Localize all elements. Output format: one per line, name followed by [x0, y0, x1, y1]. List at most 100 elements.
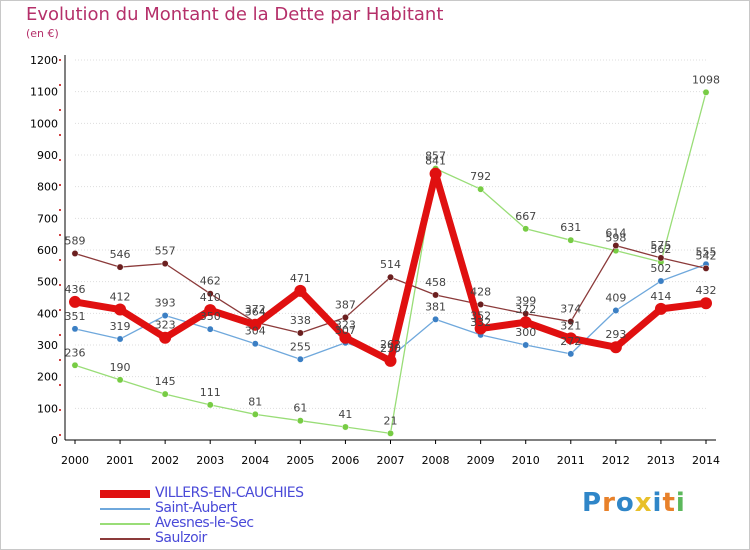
- axis-dot: [59, 234, 61, 236]
- legend-swatch: [100, 523, 150, 525]
- y-tick-label: 700: [37, 212, 58, 225]
- data-label: 323: [155, 319, 176, 332]
- data-label: 262: [380, 338, 401, 351]
- data-point: [477, 185, 485, 193]
- data-label: 857: [425, 150, 446, 163]
- data-point: [249, 318, 262, 331]
- data-point: [296, 329, 304, 337]
- data-label: 589: [65, 234, 86, 247]
- data-label: 381: [425, 300, 446, 313]
- data-label: 393: [155, 297, 176, 310]
- x-tick-label: 2006: [331, 454, 359, 467]
- axis-dot: [59, 359, 61, 361]
- legend-label: Saulzoir: [155, 530, 207, 546]
- legend-swatch: [100, 490, 150, 498]
- y-tick-label: 1000: [30, 117, 58, 130]
- x-tick-label: 2007: [377, 454, 405, 467]
- data-label: 304: [245, 325, 266, 338]
- data-point: [567, 236, 575, 244]
- data-point: [161, 390, 169, 398]
- data-point: [339, 331, 352, 344]
- data-label: 414: [650, 290, 671, 303]
- data-point: [161, 260, 169, 268]
- y-tick-label: 400: [37, 307, 58, 320]
- data-label: 351: [65, 310, 86, 323]
- data-label: 458: [425, 276, 446, 289]
- data-point: [657, 277, 665, 285]
- data-label: 364: [245, 306, 266, 319]
- data-point: [700, 297, 712, 310]
- y-tick-label: 300: [37, 339, 58, 352]
- data-point: [657, 254, 665, 262]
- data-label: 236: [65, 346, 86, 359]
- data-label: 428: [470, 285, 491, 298]
- data-point: [387, 429, 394, 437]
- logo-letter: r: [602, 488, 616, 518]
- logo-letter: i: [675, 488, 686, 518]
- data-point: [206, 290, 214, 298]
- axis-dot: [59, 434, 61, 436]
- data-point: [204, 304, 217, 317]
- data-point: [432, 291, 440, 299]
- x-tick-label: 2010: [512, 454, 540, 467]
- logo-letter: x: [634, 488, 653, 518]
- data-label: 81: [248, 395, 262, 408]
- data-label: 514: [380, 258, 401, 271]
- logo-letter: i: [652, 488, 663, 518]
- data-label: 255: [290, 340, 311, 353]
- data-label: 300: [515, 326, 536, 339]
- proxiti-logo: Proxiti: [582, 488, 686, 518]
- data-point: [567, 318, 575, 326]
- data-point: [612, 307, 620, 314]
- y-tick-label: 1100: [30, 86, 58, 99]
- logo-letter: P: [582, 488, 603, 518]
- data-point: [161, 312, 169, 319]
- data-label: 471: [290, 272, 311, 285]
- data-point: [251, 410, 259, 418]
- data-point: [567, 350, 575, 358]
- y-tick-label: 500: [37, 276, 58, 289]
- axis-dot: [59, 59, 61, 61]
- data-point: [206, 325, 214, 333]
- data-label: 614: [605, 227, 626, 240]
- data-label: 557: [155, 245, 176, 258]
- legend-label: Saint-Aubert: [155, 500, 237, 516]
- data-point: [341, 423, 349, 431]
- data-point: [69, 295, 81, 308]
- data-label: 319: [110, 320, 131, 333]
- data-point: [296, 355, 304, 363]
- axis-dot: [59, 109, 61, 111]
- data-label: 41: [338, 408, 352, 421]
- data-label: 1098: [692, 73, 720, 86]
- data-point: [702, 88, 710, 96]
- data-point: [429, 167, 442, 180]
- data-label: 598: [605, 232, 626, 245]
- axis-dot: [59, 409, 61, 411]
- data-label: 374: [560, 303, 581, 316]
- data-point: [612, 242, 620, 250]
- x-tick-label: 2000: [61, 454, 89, 467]
- data-label: 562: [650, 243, 671, 256]
- data-label: 272: [560, 335, 581, 348]
- data-point: [522, 225, 530, 233]
- data-point: [294, 284, 307, 297]
- data-label: 409: [605, 291, 626, 304]
- data-point: [432, 315, 440, 323]
- data-label: 61: [293, 402, 307, 415]
- data-point: [609, 341, 622, 354]
- data-label: 542: [696, 249, 717, 262]
- data-label: 841: [425, 155, 446, 168]
- axis-dot: [59, 184, 61, 186]
- data-label: 399: [515, 295, 536, 308]
- x-tick-label: 2012: [602, 454, 630, 467]
- legend-swatch: [100, 538, 150, 540]
- data-point: [114, 303, 127, 316]
- data-label: 111: [200, 386, 221, 399]
- x-tick-label: 2001: [106, 454, 134, 467]
- legend-label: Avesnes-le-Sec: [155, 515, 254, 531]
- x-tick-label: 2014: [692, 454, 720, 467]
- data-point: [384, 354, 397, 367]
- data-label: 321: [560, 319, 581, 332]
- data-label: 412: [110, 291, 131, 304]
- data-label: 575: [650, 239, 671, 252]
